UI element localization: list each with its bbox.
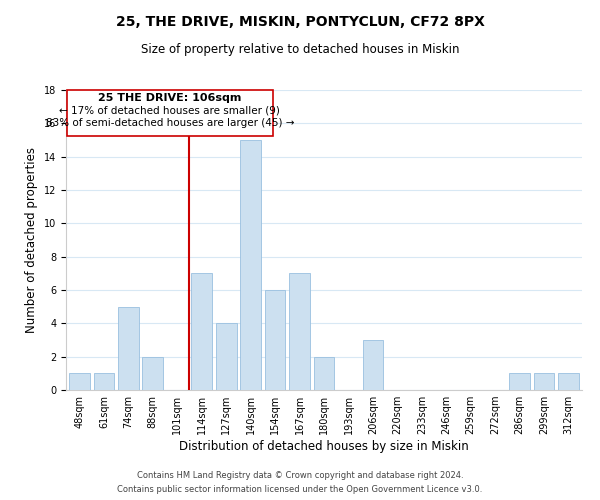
- Bar: [191, 274, 212, 390]
- Bar: [534, 374, 554, 390]
- Bar: [216, 324, 236, 390]
- Text: Contains public sector information licensed under the Open Government Licence v3: Contains public sector information licen…: [118, 484, 482, 494]
- Bar: [362, 340, 383, 390]
- Text: 25, THE DRIVE, MISKIN, PONTYCLUN, CF72 8PX: 25, THE DRIVE, MISKIN, PONTYCLUN, CF72 8…: [116, 15, 484, 29]
- Text: Contains HM Land Registry data © Crown copyright and database right 2024.: Contains HM Land Registry data © Crown c…: [137, 472, 463, 480]
- Bar: [289, 274, 310, 390]
- Bar: [509, 374, 530, 390]
- X-axis label: Distribution of detached houses by size in Miskin: Distribution of detached houses by size …: [179, 440, 469, 453]
- Text: 25 THE DRIVE: 106sqm: 25 THE DRIVE: 106sqm: [98, 92, 242, 102]
- Bar: [558, 374, 579, 390]
- Bar: [94, 374, 114, 390]
- Text: Size of property relative to detached houses in Miskin: Size of property relative to detached ho…: [141, 42, 459, 56]
- Bar: [314, 356, 334, 390]
- Bar: [69, 374, 90, 390]
- Bar: [118, 306, 139, 390]
- Bar: [265, 290, 286, 390]
- FancyBboxPatch shape: [67, 90, 272, 136]
- Bar: [240, 140, 261, 390]
- Text: ← 17% of detached houses are smaller (9): ← 17% of detached houses are smaller (9): [59, 106, 280, 116]
- Y-axis label: Number of detached properties: Number of detached properties: [25, 147, 38, 333]
- Bar: [142, 356, 163, 390]
- Text: 83% of semi-detached houses are larger (45) →: 83% of semi-detached houses are larger (…: [46, 118, 294, 128]
